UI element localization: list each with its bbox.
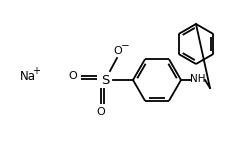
Text: Na: Na xyxy=(20,69,36,83)
Text: +: + xyxy=(32,66,40,76)
Text: S: S xyxy=(101,74,109,86)
Text: O: O xyxy=(114,46,122,56)
Text: O: O xyxy=(69,71,77,81)
Text: NH: NH xyxy=(190,74,206,84)
Text: −: − xyxy=(121,41,129,51)
Text: O: O xyxy=(97,107,105,117)
